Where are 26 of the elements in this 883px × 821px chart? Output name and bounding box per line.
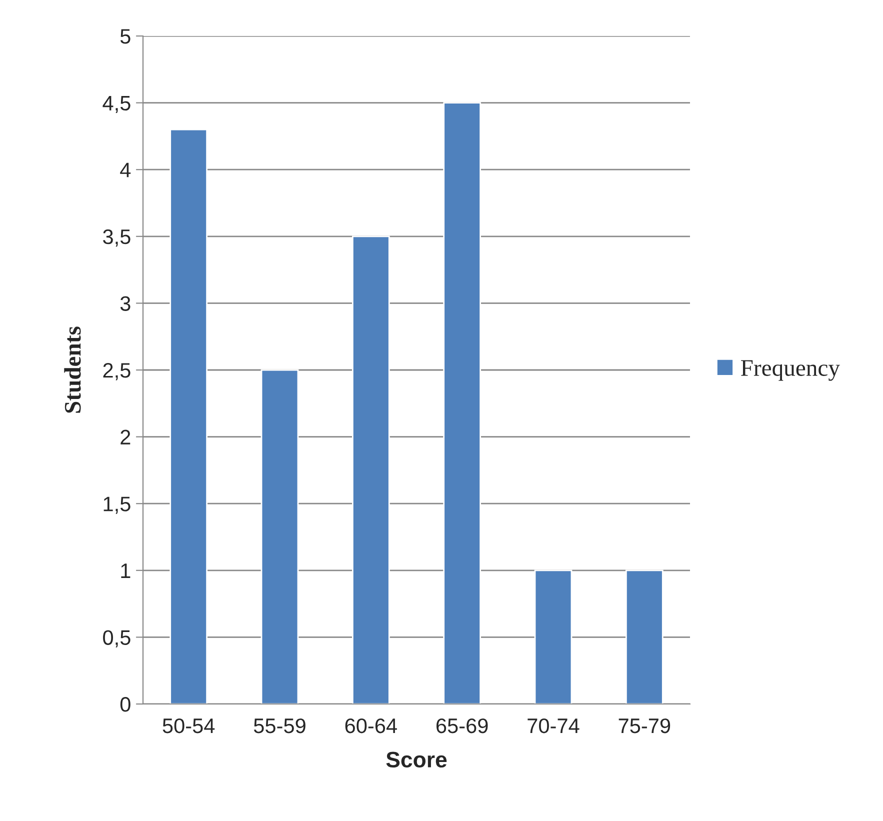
- y-tick-label: 4,5: [102, 96, 130, 114]
- y-tick-label: 1: [121, 564, 130, 578]
- y-tick-label: 2: [120, 430, 130, 444]
- x-tick-label: 60-64: [345, 718, 397, 734]
- y-axis-title: Students: [64, 326, 81, 413]
- y-tick-label: 3,5: [103, 229, 130, 247]
- y-tick-label: 0,5: [103, 630, 130, 648]
- bar: [625, 570, 664, 704]
- y-tick-label: 5: [120, 29, 130, 44]
- legend-label: Frequency: [741, 360, 840, 381]
- y-tick-label: 4: [120, 162, 131, 178]
- y-tick-label: 3: [120, 296, 130, 311]
- bar: [534, 570, 572, 704]
- x-tick-label: 50-54: [162, 718, 215, 734]
- y-tick-label: 2,5: [103, 363, 130, 380]
- bar: [352, 236, 390, 704]
- x-tick-label: 75-79: [618, 718, 670, 734]
- x-tick-label: 55-59: [254, 718, 306, 734]
- bar: [260, 369, 299, 704]
- bar: [443, 102, 482, 704]
- y-tick-label: 0: [120, 697, 130, 712]
- x-tick-label: 65-69: [436, 718, 488, 734]
- x-tick-label: 70-74: [528, 718, 580, 734]
- y-tick-label: 1,5: [104, 496, 130, 514]
- x-axis-title: Score: [386, 752, 447, 768]
- bar: [170, 128, 208, 704]
